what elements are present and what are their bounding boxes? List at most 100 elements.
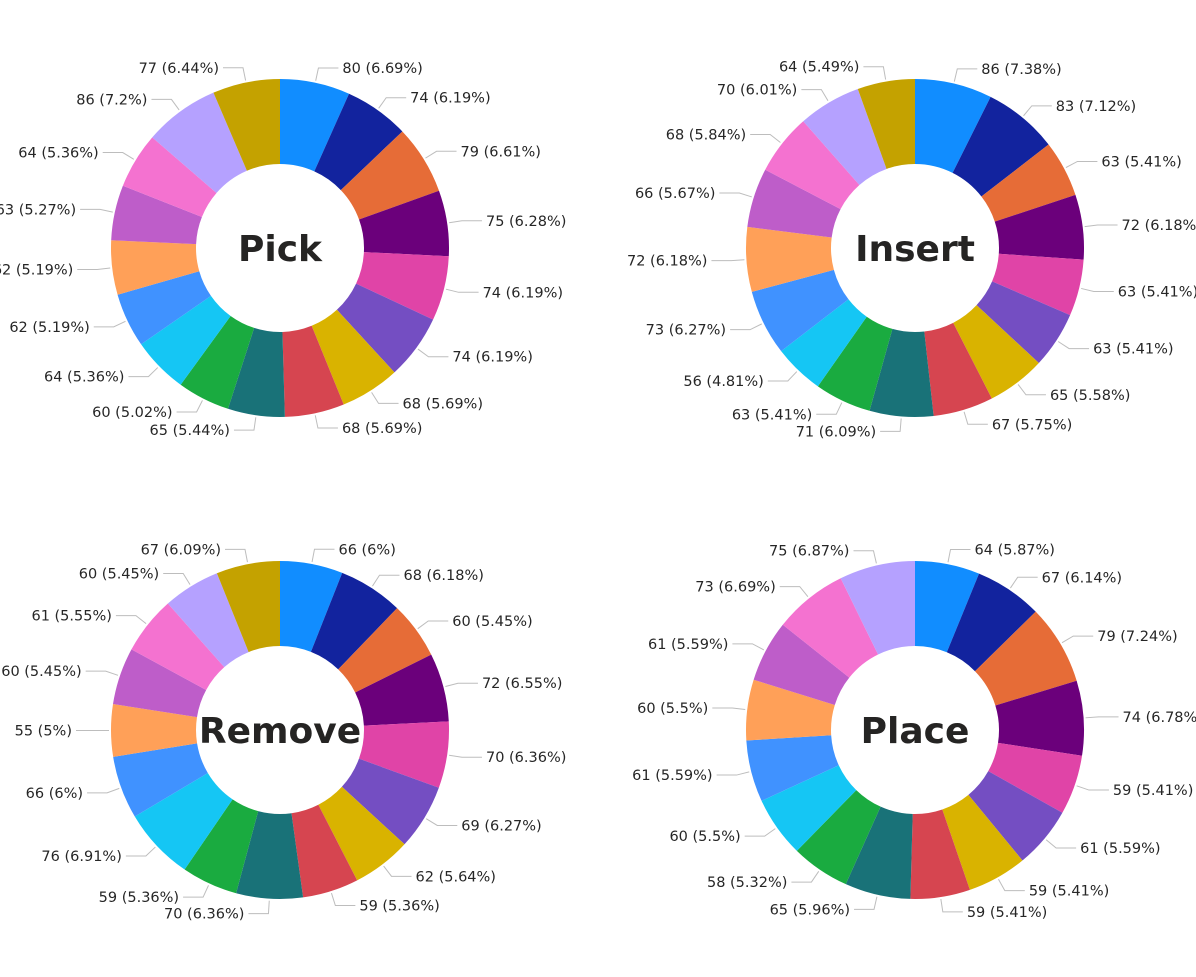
slice-label: 68 (5.69%) bbox=[403, 396, 483, 412]
slice-label: 60 (5.45%) bbox=[1, 664, 81, 680]
slice-label: 65 (5.58%) bbox=[1050, 388, 1130, 404]
slice[interactable] bbox=[746, 735, 839, 801]
leader-line bbox=[233, 417, 257, 431]
slice[interactable] bbox=[761, 765, 857, 851]
slice-label: 65 (5.44%) bbox=[150, 423, 230, 439]
slice[interactable] bbox=[117, 271, 211, 345]
slice[interactable] bbox=[359, 190, 450, 257]
slice-label: 63 (5.27%) bbox=[0, 202, 76, 218]
slice-label: 86 (7.38%) bbox=[981, 62, 1061, 78]
slice[interactable] bbox=[122, 137, 217, 218]
slice[interactable] bbox=[952, 96, 1049, 197]
leader-line bbox=[125, 846, 156, 857]
leader-line bbox=[1084, 224, 1118, 228]
slice[interactable] bbox=[280, 561, 343, 652]
slice[interactable] bbox=[817, 316, 893, 411]
slice[interactable] bbox=[184, 799, 259, 894]
slice[interactable] bbox=[915, 79, 991, 173]
slice[interactable] bbox=[915, 561, 980, 653]
slice[interactable] bbox=[942, 794, 1023, 890]
slice[interactable] bbox=[924, 322, 992, 416]
slice[interactable] bbox=[167, 573, 249, 668]
slice[interactable] bbox=[111, 240, 200, 295]
slice[interactable] bbox=[113, 649, 207, 718]
slice[interactable] bbox=[358, 721, 449, 788]
slice[interactable] bbox=[291, 804, 358, 898]
slice[interactable] bbox=[803, 88, 887, 185]
leader-line bbox=[417, 348, 449, 358]
slice[interactable] bbox=[910, 809, 970, 899]
slice-label: 67 (6.09%) bbox=[141, 542, 221, 558]
slice[interactable] bbox=[751, 269, 849, 352]
slice[interactable] bbox=[781, 299, 867, 387]
slice-label: 63 (5.41%) bbox=[732, 407, 812, 423]
slice[interactable] bbox=[338, 608, 432, 693]
slice[interactable] bbox=[355, 654, 449, 726]
slice-label: 61 (5.55%) bbox=[31, 609, 111, 625]
slice[interactable] bbox=[747, 169, 841, 238]
slice-label: 72 (6.18%) bbox=[1122, 218, 1196, 234]
chart-title: Pick bbox=[238, 229, 323, 270]
leader-line bbox=[744, 828, 776, 837]
slice[interactable] bbox=[356, 252, 449, 320]
slice-label: 77 (6.44%) bbox=[139, 61, 219, 77]
slice[interactable] bbox=[152, 92, 247, 194]
slice[interactable] bbox=[857, 79, 915, 169]
leader-line bbox=[730, 323, 762, 331]
slice[interactable] bbox=[340, 131, 440, 220]
slice[interactable] bbox=[236, 811, 304, 899]
slice[interactable] bbox=[111, 185, 202, 245]
slice[interactable] bbox=[976, 281, 1071, 363]
slice[interactable] bbox=[988, 742, 1083, 813]
leader-line bbox=[863, 66, 887, 80]
leader-line bbox=[115, 615, 147, 625]
slice-label: 67 (6.14%) bbox=[1042, 570, 1122, 586]
slice[interactable] bbox=[992, 253, 1084, 316]
slice[interactable] bbox=[845, 806, 913, 899]
slice[interactable] bbox=[968, 771, 1063, 861]
leader-line bbox=[163, 573, 191, 585]
slice-label: 61 (5.59%) bbox=[632, 768, 712, 784]
leader-line bbox=[854, 896, 878, 910]
slice[interactable] bbox=[113, 743, 208, 817]
slice-label: 64 (5.36%) bbox=[44, 370, 124, 386]
slice[interactable] bbox=[796, 790, 881, 885]
slice[interactable] bbox=[341, 758, 439, 845]
slice[interactable] bbox=[994, 194, 1084, 260]
slice[interactable] bbox=[282, 325, 344, 417]
leader-line bbox=[1081, 287, 1114, 292]
slice[interactable] bbox=[840, 561, 915, 655]
slice[interactable] bbox=[765, 121, 860, 210]
slice[interactable] bbox=[869, 328, 934, 417]
slice[interactable] bbox=[946, 573, 1036, 672]
slice-label: 62 (5.64%) bbox=[416, 869, 496, 885]
slice[interactable] bbox=[141, 295, 231, 385]
slice[interactable] bbox=[180, 315, 255, 409]
leader-line bbox=[445, 288, 479, 293]
slice[interactable] bbox=[227, 327, 285, 417]
slice[interactable] bbox=[314, 93, 403, 191]
slice-label: 86 (7.2%) bbox=[76, 92, 147, 108]
donut-chart-pick: 80 (6.69%) 74 (6.19%) 79 (6.61%) 75 (6.28%)… bbox=[0, 61, 566, 439]
slice[interactable] bbox=[311, 309, 395, 405]
slice-label: 76 (6.91%) bbox=[41, 849, 121, 865]
slice[interactable] bbox=[336, 283, 434, 373]
slice[interactable] bbox=[974, 611, 1077, 706]
slice-label: 79 (7.24%) bbox=[1097, 629, 1177, 645]
slice[interactable] bbox=[213, 79, 280, 171]
slice[interactable] bbox=[280, 79, 350, 172]
slice[interactable] bbox=[746, 226, 834, 292]
slice[interactable] bbox=[995, 680, 1084, 756]
slice[interactable] bbox=[111, 704, 198, 757]
chart-title: Remove bbox=[199, 711, 361, 752]
slice[interactable] bbox=[746, 679, 835, 741]
slice[interactable] bbox=[953, 305, 1039, 399]
slice[interactable] bbox=[216, 561, 280, 653]
slice[interactable] bbox=[981, 144, 1076, 222]
slice[interactable] bbox=[753, 624, 850, 706]
slice[interactable] bbox=[131, 603, 225, 690]
slice[interactable] bbox=[782, 578, 879, 678]
slice[interactable] bbox=[318, 786, 405, 881]
slice[interactable] bbox=[310, 572, 398, 670]
slice[interactable] bbox=[134, 772, 233, 870]
